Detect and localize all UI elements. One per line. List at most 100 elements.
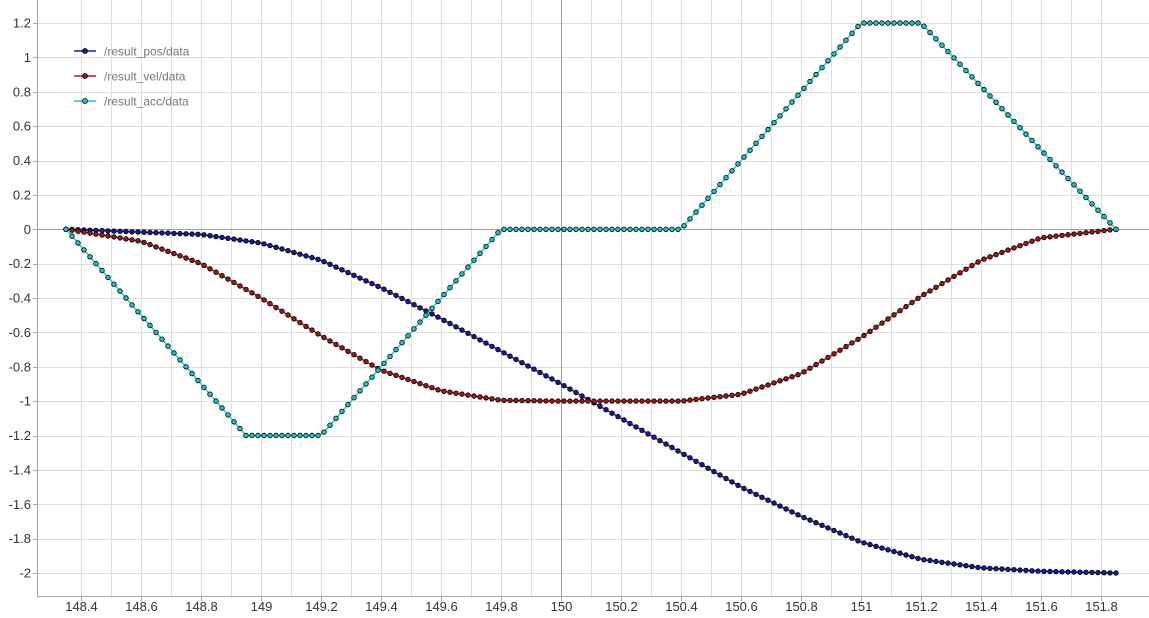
data-point-acc	[351, 395, 357, 401]
data-point-acc	[297, 432, 303, 439]
data-point-acc	[591, 226, 597, 232]
data-point-vel	[387, 370, 393, 376]
data-point-pos	[699, 462, 705, 468]
data-point-pos	[231, 236, 237, 242]
data-point-pos	[933, 558, 939, 565]
data-point-pos	[669, 444, 675, 451]
data-point-pos	[1071, 569, 1077, 575]
data-point-vel	[345, 348, 351, 354]
data-point-acc	[447, 285, 453, 291]
data-point-vel	[855, 336, 861, 342]
data-point-pos	[861, 540, 867, 546]
data-point-vel	[267, 301, 273, 307]
data-point-vel	[117, 235, 123, 241]
data-point-acc	[321, 429, 327, 435]
data-point-vel	[339, 345, 345, 351]
data-point-acc	[1059, 169, 1065, 175]
data-point-pos	[1095, 569, 1101, 576]
data-point-acc	[597, 226, 603, 232]
data-point-pos	[1107, 570, 1113, 576]
x-tick-label: 149.8	[485, 599, 518, 614]
data-point-pos	[405, 298, 411, 305]
data-point-acc	[969, 74, 975, 80]
data-point-acc	[291, 432, 297, 439]
data-point-pos	[615, 413, 621, 420]
data-point-acc	[1113, 226, 1119, 232]
data-point-pos	[723, 475, 729, 482]
data-point-acc	[369, 374, 375, 380]
data-point-pos	[627, 420, 633, 427]
legend-item-acc[interactable]: /result_acc/data	[74, 95, 189, 109]
data-point-pos	[957, 562, 963, 568]
series-vel	[63, 226, 1119, 404]
legend-item-vel[interactable]: /result_vel/data	[74, 70, 186, 84]
data-point-acc	[975, 80, 981, 86]
data-point-acc	[519, 226, 525, 232]
data-point-pos	[771, 500, 777, 506]
data-point-pos	[909, 554, 915, 560]
data-point-pos	[1017, 567, 1023, 573]
data-point-pos	[507, 353, 513, 359]
data-point-pos	[129, 229, 135, 235]
data-point-vel	[951, 273, 957, 280]
data-point-vel	[915, 295, 921, 301]
data-point-acc	[795, 92, 801, 98]
data-point-vel	[105, 233, 111, 239]
data-point-vel	[513, 397, 519, 404]
data-point-pos	[789, 509, 795, 515]
data-point-acc	[177, 357, 183, 363]
data-point-vel	[933, 284, 939, 290]
data-point-vel	[261, 297, 267, 303]
data-point-acc	[279, 432, 285, 439]
data-point-acc	[267, 432, 273, 439]
data-point-pos	[123, 228, 129, 235]
data-point-acc	[903, 20, 909, 26]
data-point-acc	[105, 274, 111, 281]
data-point-acc	[939, 42, 945, 48]
data-point-vel	[1107, 227, 1113, 233]
x-tick-label: 149.4	[365, 599, 398, 614]
data-point-acc	[255, 432, 261, 439]
data-point-acc	[621, 226, 627, 232]
data-point-vel	[285, 312, 291, 318]
data-point-acc	[393, 346, 399, 353]
data-point-pos	[531, 366, 537, 372]
data-point-pos	[513, 356, 519, 363]
data-point-acc	[759, 133, 765, 140]
data-point-acc	[195, 377, 201, 384]
data-point-pos	[1089, 569, 1095, 576]
data-point-acc	[885, 20, 891, 26]
data-point-acc	[183, 364, 189, 370]
data-point-acc	[153, 329, 159, 336]
data-point-pos	[375, 283, 381, 289]
data-point-pos	[435, 314, 441, 320]
data-point-pos	[717, 472, 723, 478]
data-point-acc	[237, 425, 243, 432]
data-point-pos	[519, 360, 525, 366]
data-point-pos	[807, 517, 813, 523]
data-point-acc	[273, 432, 279, 439]
data-point-acc	[93, 260, 99, 267]
data-point-pos	[783, 506, 789, 512]
data-point-acc	[951, 55, 957, 61]
data-point-vel	[963, 266, 969, 272]
data-point-vel	[1071, 231, 1077, 237]
data-point-pos	[237, 237, 243, 243]
data-point-vel	[897, 308, 903, 314]
data-point-acc	[345, 401, 351, 408]
y-tick-label: 0.6	[13, 119, 31, 134]
legend-item-pos[interactable]: /result_pos/data	[74, 45, 190, 59]
data-point-vel	[777, 378, 783, 384]
data-point-acc	[309, 432, 315, 439]
x-tick-label: 151.4	[965, 599, 998, 614]
data-point-pos	[1101, 570, 1107, 576]
data-point-acc	[489, 236, 495, 243]
data-point-vel	[645, 398, 651, 404]
data-point-vel	[507, 397, 513, 404]
data-point-pos	[729, 479, 735, 485]
legend[interactable]: /result_pos/data/result_vel/data/result_…	[74, 45, 190, 109]
x-tick-label: 150	[551, 599, 573, 614]
data-point-acc	[1083, 194, 1089, 201]
data-point-vel	[561, 398, 567, 404]
